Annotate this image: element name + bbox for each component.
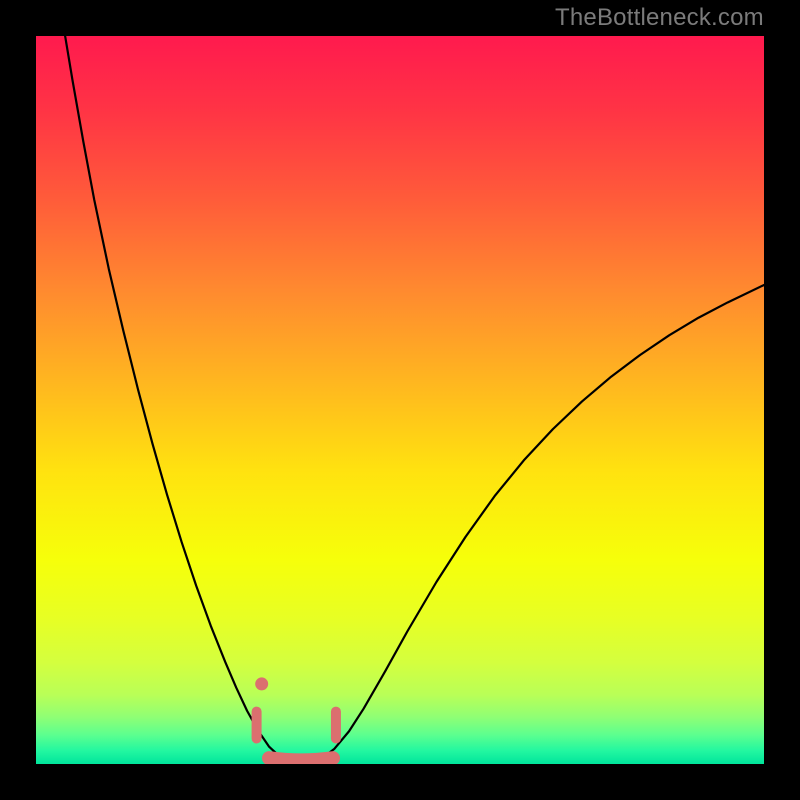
bottleneck-chart xyxy=(36,36,764,764)
chart-frame: TheBottleneck.com xyxy=(0,0,800,800)
gradient-background xyxy=(36,36,764,764)
watermark-text: TheBottleneck.com xyxy=(555,4,764,32)
